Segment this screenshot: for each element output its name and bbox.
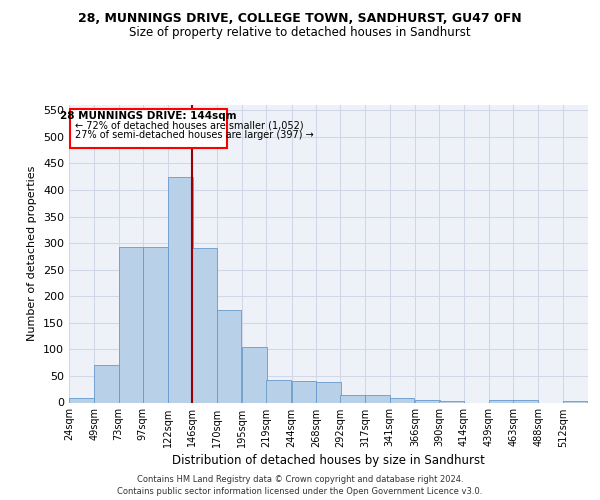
Bar bbox=[119, 247, 143, 402]
Bar bbox=[193, 248, 217, 402]
Bar bbox=[292, 381, 316, 402]
FancyBboxPatch shape bbox=[70, 110, 227, 148]
Bar bbox=[168, 176, 193, 402]
Text: Size of property relative to detached houses in Sandhurst: Size of property relative to detached ho… bbox=[129, 26, 471, 39]
Bar bbox=[390, 398, 415, 402]
Bar bbox=[143, 247, 167, 402]
Text: 27% of semi-detached houses are larger (397) →: 27% of semi-detached houses are larger (… bbox=[75, 130, 314, 140]
Bar bbox=[242, 346, 267, 403]
Text: Contains HM Land Registry data © Crown copyright and database right 2024.: Contains HM Land Registry data © Crown c… bbox=[137, 474, 463, 484]
Bar bbox=[563, 401, 587, 402]
Text: ← 72% of detached houses are smaller (1,052): ← 72% of detached houses are smaller (1,… bbox=[75, 120, 304, 130]
Bar bbox=[415, 400, 440, 402]
Bar bbox=[94, 366, 119, 403]
Text: Contains public sector information licensed under the Open Government Licence v3: Contains public sector information licen… bbox=[118, 486, 482, 496]
Text: 28, MUNNINGS DRIVE, COLLEGE TOWN, SANDHURST, GU47 0FN: 28, MUNNINGS DRIVE, COLLEGE TOWN, SANDHU… bbox=[78, 12, 522, 26]
Bar bbox=[316, 382, 341, 402]
Bar bbox=[340, 394, 365, 402]
X-axis label: Distribution of detached houses by size in Sandhurst: Distribution of detached houses by size … bbox=[172, 454, 485, 466]
Text: 28 MUNNINGS DRIVE: 144sqm: 28 MUNNINGS DRIVE: 144sqm bbox=[60, 110, 237, 120]
Bar bbox=[365, 394, 390, 402]
Bar bbox=[217, 310, 241, 402]
Y-axis label: Number of detached properties: Number of detached properties bbox=[28, 166, 37, 342]
Bar bbox=[266, 380, 291, 402]
Bar bbox=[489, 400, 514, 402]
Bar bbox=[513, 400, 538, 402]
Bar bbox=[69, 398, 94, 402]
